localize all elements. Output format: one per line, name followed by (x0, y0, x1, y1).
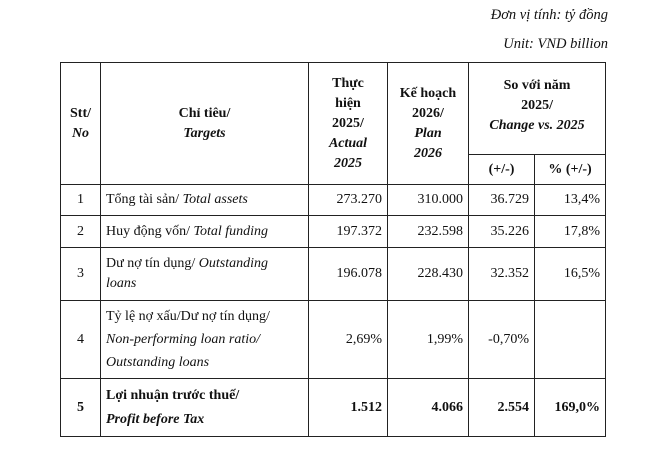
table-row: 5 Lợi nhuận trước thuế/ Profit before Ta… (60, 378, 607, 437)
row-actual: 196.078 (308, 247, 388, 301)
header-pct: % (+/-) (533, 154, 607, 185)
unit-label-en: Unit: VND billion (503, 36, 608, 52)
row-plan: 310.000 (387, 184, 469, 216)
table-row: 2 Huy động vốn/ Total funding 197.372 23… (60, 215, 607, 248)
row-target: Tổng tài sản/ Total assets (100, 184, 309, 216)
row-plan: 4.066 (387, 378, 469, 437)
row-diff: 35.226 (468, 215, 535, 248)
row-pct: 169,0% (533, 378, 607, 437)
row-no: 3 (60, 247, 101, 301)
row-diff: -0,70% (468, 300, 535, 379)
row-pct: 13,4% (533, 184, 607, 216)
unit-label-vi: Đơn vị tính: tỷ đồng (490, 7, 608, 23)
row-pct: 17,8% (533, 215, 607, 248)
header-row-1: Stt/ No Chỉ tiêu/ Targets Thực hiện 2025… (60, 62, 607, 185)
header-plan-2026: Kế hoạch 2026/ Plan 2026 (387, 62, 469, 185)
table-row: 3 Dư nợ tín dụng/ Outstanding loans 196.… (60, 247, 607, 301)
row-no: 4 (60, 300, 101, 379)
header-target: Chỉ tiêu/ Targets (100, 62, 309, 185)
row-actual: 273.270 (308, 184, 388, 216)
header-change-vs-2025: So với năm 2025/ Change vs. 2025 (467, 62, 607, 155)
table-row: 1 Tổng tài sản/ Total assets 273.270 310… (60, 184, 607, 216)
row-actual: 1.512 (308, 378, 388, 437)
row-no: 5 (60, 378, 101, 437)
row-target: Lợi nhuận trước thuế/ Profit before Tax (100, 378, 309, 437)
header-actual-2025: Thực hiện 2025/ Actual 2025 (308, 62, 388, 185)
row-plan: 228.430 (387, 247, 469, 301)
row-diff: 2.554 (468, 378, 535, 437)
row-plan: 232.598 (387, 215, 469, 248)
row-target: Huy động vốn/ Total funding (100, 215, 309, 248)
row-target: Tỷ lệ nợ xấu/Dư nợ tín dụng/ Non-perform… (100, 300, 309, 379)
row-actual: 197.372 (308, 215, 388, 248)
row-no: 1 (60, 184, 101, 216)
row-target: Dư nợ tín dụng/ Outstanding loans (100, 247, 309, 301)
header-row-2: (+/-) % (+/-) (61, 154, 607, 185)
table-row: 4 Tỷ lệ nợ xấu/Dư nợ tín dụng/ Non-perfo… (60, 300, 607, 379)
row-diff: 32.352 (468, 247, 535, 301)
header-diff: (+/-) (468, 154, 535, 185)
financial-targets-table: Stt/ No Chỉ tiêu/ Targets Thực hiện 2025… (60, 62, 607, 437)
row-diff: 36.729 (468, 184, 535, 216)
row-pct (533, 300, 607, 379)
row-actual: 2,69% (308, 300, 388, 379)
row-pct: 16,5% (533, 247, 607, 301)
header-stt: Stt/ No (60, 62, 101, 185)
row-no: 2 (60, 215, 101, 248)
row-plan: 1,99% (387, 300, 469, 379)
